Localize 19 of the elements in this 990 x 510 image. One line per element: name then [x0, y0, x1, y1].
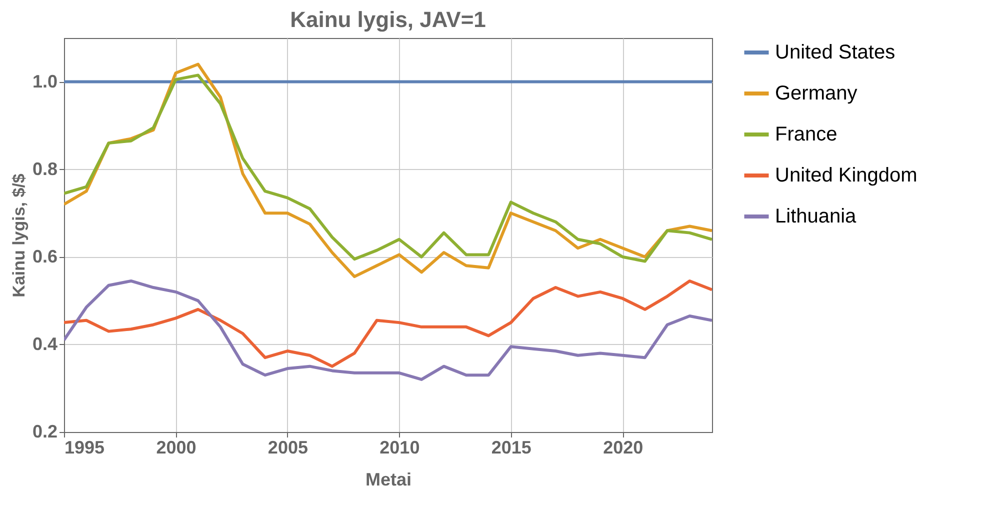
legend-label: United States: [775, 42, 896, 64]
y-tick-label: 0.4: [32, 334, 58, 354]
y-tick-label: 1.0: [32, 71, 58, 92]
legend-label: France: [775, 124, 838, 146]
x-tick-label: 2000: [156, 438, 196, 458]
y-tick-label: 0.6: [32, 246, 58, 266]
legend-label: Germany: [775, 82, 858, 104]
y-tick-label: 0.8: [32, 158, 58, 179]
legend-label: Lithuania: [775, 206, 858, 228]
chart-title: Kainu lygis, JAV=1: [290, 7, 486, 32]
x-axis-title: Metai: [365, 470, 412, 490]
x-tick-label: 2010: [380, 438, 420, 458]
y-axis-title: Kainu lygis, $/$: [9, 173, 28, 298]
x-tick-label: 2005: [268, 438, 308, 458]
x-tick-label: 2015: [491, 438, 532, 458]
y-tick-label: 0.2: [32, 422, 58, 442]
x-tick-label: 2020: [603, 438, 644, 458]
x-tick-label: 1995: [64, 438, 105, 458]
legend-label: United Kingdom: [775, 164, 918, 186]
